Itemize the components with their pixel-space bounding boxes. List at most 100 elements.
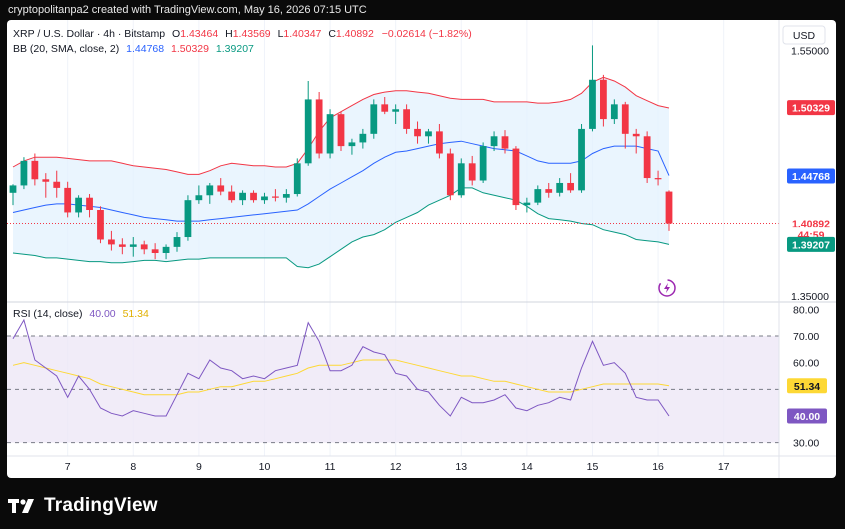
candles-layer bbox=[9, 45, 673, 260]
candle bbox=[359, 128, 367, 149]
candle-body bbox=[654, 178, 662, 180]
legend-rsi-label: RSI (14, close) bbox=[13, 308, 82, 320]
candle-body bbox=[632, 133, 640, 137]
candle-body bbox=[643, 136, 651, 179]
candle-body bbox=[392, 109, 400, 112]
candle bbox=[545, 182, 553, 198]
legend-o-label: O bbox=[172, 28, 180, 40]
candle bbox=[665, 190, 673, 231]
time-axis-label: 11 bbox=[325, 461, 336, 473]
candle bbox=[490, 131, 498, 152]
candle-body bbox=[556, 182, 564, 193]
candle-body bbox=[151, 249, 159, 253]
candle bbox=[425, 128, 432, 144]
candle bbox=[436, 124, 443, 159]
lightning-icon[interactable] bbox=[658, 279, 676, 297]
candle bbox=[348, 138, 356, 155]
price-tag-label: 1.44768 bbox=[792, 171, 830, 183]
candle bbox=[206, 182, 214, 204]
candle-body bbox=[129, 244, 137, 247]
candle-body bbox=[228, 191, 236, 201]
candle bbox=[9, 184, 17, 206]
bollinger-lower-line bbox=[12, 187, 670, 269]
bollinger-basis-line bbox=[12, 140, 670, 222]
price-axis-tick: 1.55000 bbox=[791, 45, 829, 57]
candle-body bbox=[578, 128, 585, 191]
candle bbox=[282, 189, 290, 203]
bollinger-band-fill bbox=[13, 77, 669, 268]
rsi-layer bbox=[7, 318, 779, 444]
candle-body bbox=[184, 200, 192, 238]
rsi-line bbox=[12, 318, 670, 417]
rsi-tag: 51.34 bbox=[787, 378, 827, 394]
candle-body bbox=[118, 244, 126, 247]
rsi-tag-label: 40.00 bbox=[794, 411, 820, 423]
candle bbox=[370, 99, 378, 139]
candle bbox=[228, 185, 236, 203]
candle bbox=[446, 148, 454, 201]
candle bbox=[151, 243, 159, 260]
legend-change: −0.02614 (−1.82%) bbox=[382, 28, 472, 40]
candle-body bbox=[512, 148, 520, 206]
candle-body bbox=[97, 210, 104, 240]
candle-body bbox=[665, 191, 673, 224]
candle bbox=[457, 158, 465, 198]
candle bbox=[632, 128, 640, 154]
candle-body bbox=[490, 136, 498, 147]
candle bbox=[315, 92, 323, 159]
legend-bb-upper: 1.50329 bbox=[171, 43, 209, 55]
candle bbox=[578, 124, 585, 193]
candle bbox=[643, 131, 651, 183]
candle-body bbox=[108, 239, 115, 245]
candle-body bbox=[140, 244, 148, 250]
chart-caption: cryptopolitanpa2 created with TradingVie… bbox=[8, 4, 367, 16]
candle bbox=[567, 173, 574, 193]
legend-bb-basis: 1.44768 bbox=[126, 43, 164, 55]
candle bbox=[512, 146, 520, 210]
price-tag: 1.50329 bbox=[787, 100, 835, 116]
candle bbox=[42, 173, 50, 198]
candle-body bbox=[217, 185, 225, 192]
candle bbox=[610, 99, 618, 124]
candle-body bbox=[20, 160, 28, 186]
svg-text:XRP / U.S. Dollar · 4h · Bitst: XRP / U.S. Dollar · 4h · Bitstamp O1.434… bbox=[13, 28, 472, 40]
candle bbox=[261, 192, 268, 204]
candle-body bbox=[381, 104, 389, 112]
chart-svg[interactable]: 1.550001.350001.503291.447681.4089244:59… bbox=[7, 20, 836, 478]
candle-body bbox=[567, 182, 574, 191]
currency-label[interactable]: USD bbox=[793, 30, 816, 42]
candle bbox=[162, 244, 170, 260]
legend: XRP / U.S. Dollar · 4h · Bitstamp O1.434… bbox=[13, 28, 472, 320]
candle-body bbox=[293, 163, 301, 195]
legend-c-label: C bbox=[328, 28, 336, 40]
candle bbox=[392, 104, 400, 124]
candle-body bbox=[326, 114, 334, 154]
candle bbox=[217, 178, 225, 196]
rsi-axis-tick: 70.00 bbox=[793, 331, 819, 343]
candle bbox=[64, 181, 72, 218]
candle-body bbox=[446, 153, 454, 196]
legend-h-label: H bbox=[225, 28, 233, 40]
legend-bb-lower: 1.39207 bbox=[216, 43, 254, 55]
candle-body bbox=[250, 192, 257, 201]
candle bbox=[468, 155, 476, 186]
candle-body bbox=[359, 133, 367, 143]
tradingview-brand-text: TradingView bbox=[44, 495, 158, 516]
currency-button[interactable]: USD bbox=[782, 25, 826, 45]
candle bbox=[129, 237, 137, 257]
time-axis-label: 9 bbox=[196, 461, 202, 473]
candle-body bbox=[315, 99, 323, 154]
price-axis-tick: 1.35000 bbox=[791, 291, 829, 303]
chart-panel[interactable]: 1.55000 1.35000 1.50329 1.44768 1.40892 44:59… bbox=[7, 20, 836, 478]
candle-body bbox=[589, 79, 596, 129]
candle-body bbox=[348, 142, 356, 147]
time-axis-label: 13 bbox=[455, 461, 467, 473]
rsi-tag-label: 51.34 bbox=[794, 381, 820, 393]
time-axis-label: 12 bbox=[390, 461, 402, 473]
price-tag: 1.39207 bbox=[787, 236, 835, 252]
candle-body bbox=[501, 136, 509, 149]
candle-body bbox=[42, 179, 50, 182]
time-axis-label: 15 bbox=[587, 461, 599, 473]
candle bbox=[381, 96, 389, 115]
candle-body bbox=[545, 189, 553, 193]
